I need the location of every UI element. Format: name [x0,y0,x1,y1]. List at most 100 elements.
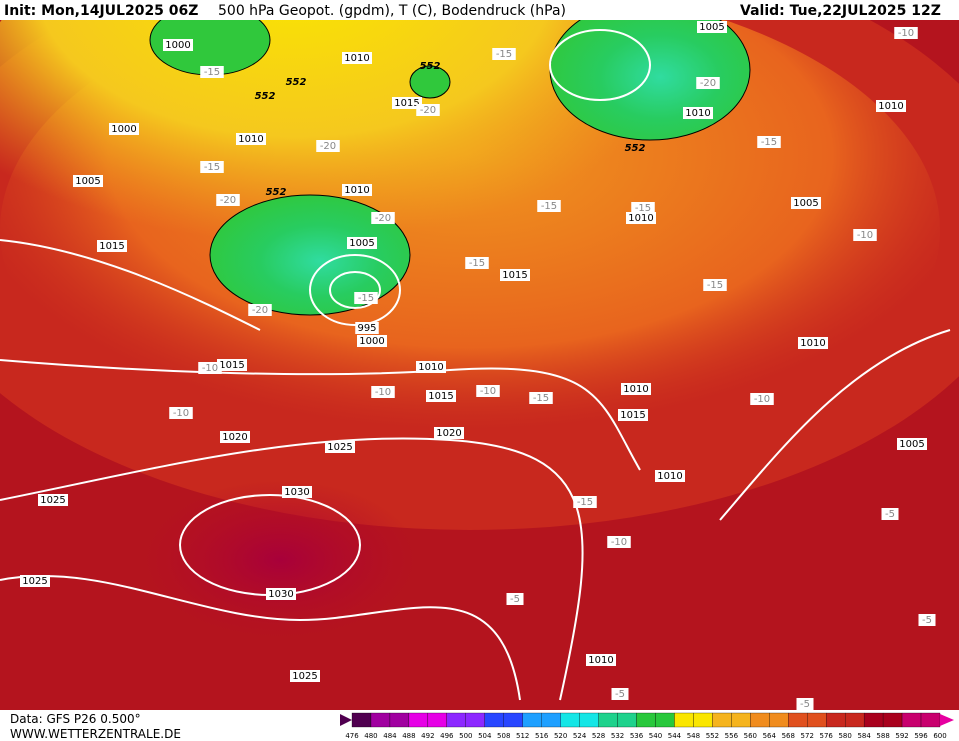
temperature-label: -15 [541,201,557,212]
color-bar-label: 528 [592,732,605,740]
isobar-label: 1025 [327,442,352,453]
valid-time: Valid: Tue,22JUL2025 12Z [740,3,941,19]
isobar-label-bg [73,175,103,187]
header-bg [0,0,959,20]
isobar-label: 1015 [99,241,124,252]
color-bar-label: 556 [725,732,739,740]
geopotential-label: 552 [255,91,276,102]
color-swatch [560,712,580,728]
isobar-label: 1010 [344,185,369,196]
color-swatch [541,712,561,728]
isobar-label-bg [618,409,648,421]
color-bar-label: 520 [554,732,567,740]
isobar-label-bg [342,52,372,64]
color-swatch [503,712,523,728]
color-bar-label: 572 [801,732,814,740]
color-swatch [351,712,372,728]
color-swatch [769,712,789,728]
isobar-label-bg [791,197,821,209]
isobar-label: 1015 [428,391,453,402]
color-bar-label: 512 [516,732,529,740]
isobar-label: 1000 [359,336,384,347]
isobar-label-bg [325,441,355,453]
map-title: 500 hPa Geopot. (gpdm), T (C), Bodendruc… [218,3,566,19]
temperature-label: -10 [375,387,391,398]
temperature-label-bg [881,508,899,520]
isobar-label-bg [357,335,387,347]
temperature-label: -20 [252,305,268,316]
geopotential-label: 552 [420,61,441,72]
isobar-label-bg [97,240,127,252]
temperature-label-bg [696,77,720,89]
temperature-label: -10 [611,537,627,548]
isobar-label-bg [282,486,312,498]
isobar-label-bg [434,427,464,439]
color-bar-label: 532 [611,732,624,740]
color-bar-label: 540 [649,732,662,740]
isobar-label-bg [290,670,320,682]
geopotential-label: 552 [266,187,287,198]
crimson-region [140,480,420,640]
isobar-label-bg [798,337,828,349]
color-swatch [712,712,732,728]
temperature-label-bg [371,212,395,224]
color-bar-label: 592 [895,732,908,740]
color-bar-label: 524 [573,732,587,740]
color-swatch [788,712,808,728]
color-bar-label: 492 [421,732,434,740]
low-pressure-blob [409,65,451,99]
isobar-label-bg [655,470,685,482]
temperature-label-bg [703,279,727,291]
isobar-label-bg [697,21,727,33]
temperature-label: -5 [800,699,810,710]
temperature-label: -15 [761,137,777,148]
temperature-label: -15 [204,67,220,78]
isobar-label-bg [586,654,616,666]
isobar-label-bg [342,184,372,196]
isobar-label-bg [392,97,422,109]
temperature-label-bg [537,200,561,212]
color-bar-label: 548 [687,732,700,740]
color-swatch [693,712,713,728]
color-bar-label: 596 [914,732,928,740]
color-bar-arrow [340,714,352,726]
isobar-label: 1020 [222,432,247,443]
color-swatch [882,712,903,728]
isobar-label: 1010 [623,384,648,395]
temperature-label: -15 [707,280,723,291]
color-swatch [446,712,466,728]
temperature-label-bg [416,104,440,116]
color-bar-label: 588 [876,732,889,740]
isobar-label-bg [236,133,266,145]
color-bar-label: 500 [459,732,472,740]
isobar-label: 1010 [344,53,369,64]
color-swatch [408,712,429,728]
temperature-label-bg [757,136,781,148]
isobar-label-bg [20,575,50,587]
color-swatch [370,712,391,728]
temperature-label: -15 [496,49,512,60]
temperature-label-bg [506,593,524,605]
color-bar: 476 480 484 488 492 496 500 504 508 512 516 520 524 5… [340,712,954,740]
color-bar-label: 536 [630,732,644,740]
color-swatch [617,712,637,728]
isobar-label-bg [621,383,651,395]
temperature-label-bg [248,304,272,316]
isobar-label: 1015 [502,270,527,281]
isobar-label: 1025 [292,671,317,682]
color-swatch [427,712,447,728]
isobar-label: 1015 [394,98,419,109]
temperature-label: -10 [202,363,218,374]
color-bar-label: 552 [706,732,719,740]
temperature-label: -10 [898,28,914,39]
isobar-label: 1010 [878,101,903,112]
data-source: Data: GFS P26 0.500° [10,712,141,726]
color-swatch [522,712,542,728]
temperature-label-bg [371,386,395,398]
temperature-label: -5 [510,594,520,605]
isobar-label: 995 [357,323,376,334]
isobar-label: 1005 [699,22,724,33]
isobar-label-bg [266,588,296,600]
temperature-label: -15 [358,293,374,304]
isobar-label: 1000 [165,40,190,51]
